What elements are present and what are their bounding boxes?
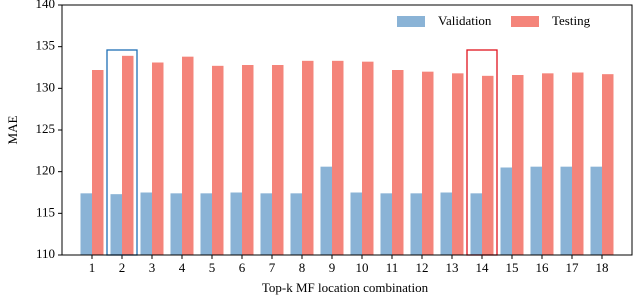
y-tick-label: 140 [36, 0, 56, 11]
legend-swatch [511, 16, 539, 27]
bar [320, 166, 332, 255]
bar [200, 193, 212, 255]
x-tick-label: 9 [329, 260, 336, 275]
x-tick-label: 14 [476, 260, 490, 275]
x-tick-label: 2 [119, 260, 126, 275]
bar [182, 56, 194, 255]
bar [560, 166, 572, 255]
x-tick-label: 8 [299, 260, 306, 275]
bar [410, 193, 422, 255]
y-tick-label: 125 [36, 121, 56, 136]
bar [482, 75, 494, 255]
bar [590, 166, 602, 255]
bar [122, 55, 134, 256]
x-tick-label: 15 [506, 260, 519, 275]
bar [260, 193, 272, 255]
bar [422, 71, 434, 256]
legend-label: Validation [438, 13, 492, 28]
y-tick-label: 130 [36, 79, 56, 94]
bar [290, 193, 302, 255]
bar [572, 72, 584, 255]
bar [470, 193, 482, 255]
y-tick-label: 110 [36, 246, 55, 261]
bar [140, 192, 152, 255]
x-tick-label: 16 [536, 260, 550, 275]
bar [92, 70, 104, 255]
bar [230, 192, 242, 255]
x-tick-label: 18 [596, 260, 609, 275]
x-tick-label: 7 [269, 260, 276, 275]
bar [542, 73, 554, 255]
bar [602, 74, 614, 256]
bar [332, 60, 344, 256]
x-tick-label: 11 [386, 260, 399, 275]
x-tick-label: 17 [566, 260, 580, 275]
x-tick-label: 6 [239, 260, 246, 275]
x-tick-label: 12 [416, 260, 429, 275]
bar [452, 73, 464, 255]
x-tick-label: 3 [149, 260, 156, 275]
bar [362, 61, 374, 255]
y-axis-label: MAE [5, 115, 20, 144]
bar [380, 193, 392, 255]
bar [170, 193, 182, 255]
x-axis-label: Top-k MF location combination [262, 280, 429, 295]
bar [152, 62, 164, 255]
bar [500, 167, 512, 255]
x-tick-label: 5 [209, 260, 216, 275]
legend-label: Testing [552, 13, 591, 28]
bar [110, 194, 122, 255]
x-tick-label: 1 [89, 260, 96, 275]
bar [350, 192, 362, 255]
bar [242, 65, 254, 255]
y-tick-label: 135 [36, 38, 56, 53]
bar [530, 166, 542, 255]
y-tick-label: 115 [36, 204, 55, 219]
x-tick-label: 13 [446, 260, 459, 275]
x-tick-label: 10 [356, 260, 369, 275]
legend-swatch [397, 16, 425, 27]
bar [440, 192, 452, 255]
y-tick-label: 120 [36, 163, 56, 178]
bar [302, 60, 314, 256]
bar [272, 65, 284, 255]
bar [212, 65, 224, 255]
bar [392, 70, 404, 255]
bar [80, 193, 92, 255]
plot-frame [61, 4, 633, 256]
x-tick-label: 4 [179, 260, 186, 275]
bar [512, 75, 524, 255]
